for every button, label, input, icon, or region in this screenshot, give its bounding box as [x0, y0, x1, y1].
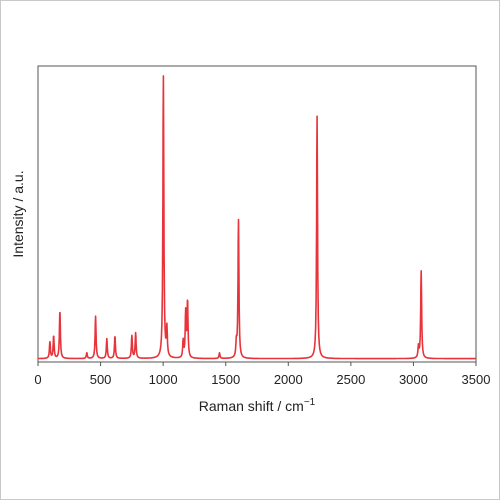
spectrum-line [37, 75, 477, 360]
spectrum-series [37, 75, 477, 360]
x-axis-title-text: Raman shift / cm [199, 398, 304, 414]
x-axis: 0 500 1000 1500 2000 2500 3000 3500 [34, 362, 490, 387]
x-axis-title-superscript: −1 [304, 397, 316, 408]
x-tick-label: 3000 [399, 372, 428, 387]
x-tick-label: 0 [34, 372, 41, 387]
plot-area [37, 65, 477, 363]
y-axis-title: Intensity / a.u. [10, 170, 26, 257]
x-tick-label: 2000 [274, 372, 303, 387]
x-tick-label: 2500 [336, 372, 365, 387]
x-tick-label: 500 [90, 372, 112, 387]
x-tick-label: 1000 [149, 372, 178, 387]
x-tick-label: 3500 [462, 372, 491, 387]
x-axis-title: Raman shift / cm−1 [199, 397, 316, 414]
x-tick-label: 1500 [211, 372, 240, 387]
